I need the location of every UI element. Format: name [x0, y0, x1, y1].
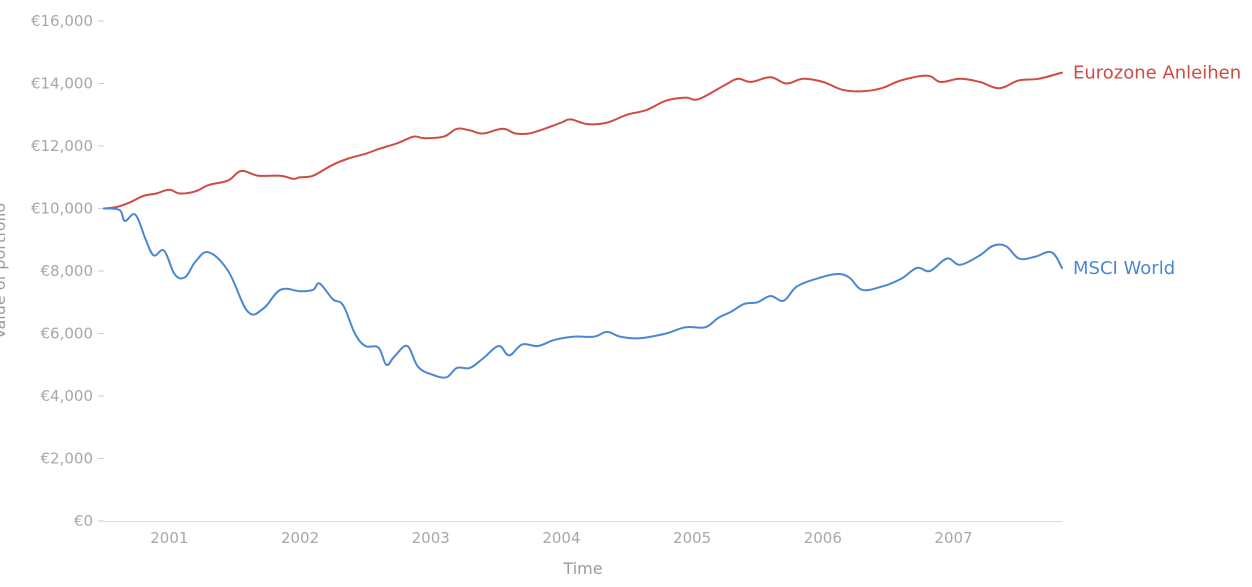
y-tick-label: €14,000 [31, 75, 93, 93]
series-line-eurozone-anleihen [103, 71, 1063, 210]
x-tick-label: 2007 [934, 529, 972, 547]
y-tick-label: €10,000 [31, 200, 93, 218]
x-tick-label: 2005 [673, 529, 711, 547]
y-tick-label: €0 [74, 512, 93, 530]
y-tick-label: €12,000 [31, 137, 93, 155]
series-layer: Eurozone Anleihen MSCI World [103, 63, 1241, 379]
y-tick-label: €16,000 [31, 12, 93, 30]
x-axis-title: Time [562, 559, 602, 578]
x-tick-label: 2002 [281, 529, 319, 547]
y-axis-title: Value of portfolio [0, 203, 9, 339]
y-tick-label: €8,000 [41, 262, 94, 280]
y-tick-label: €4,000 [41, 387, 94, 405]
y-tick-label: €6,000 [41, 325, 94, 343]
series-label: MSCI World [1073, 258, 1175, 279]
y-tick-label: €2,000 [41, 450, 94, 468]
x-tick-label: 2001 [150, 529, 188, 547]
series-line-msci-world [103, 207, 1063, 379]
x-tick-label: 2003 [412, 529, 450, 547]
x-tick-label: 2006 [804, 529, 842, 547]
series-label: Eurozone Anleihen [1073, 63, 1241, 84]
x-axis: 2001 2002 2003 2004 2005 2006 2007 [104, 521, 1062, 547]
y-axis: €0 €2,000 €4,000 €6,000 €8,000 €10,000 €12,000… [31, 12, 104, 530]
x-tick-label: 2004 [542, 529, 580, 547]
